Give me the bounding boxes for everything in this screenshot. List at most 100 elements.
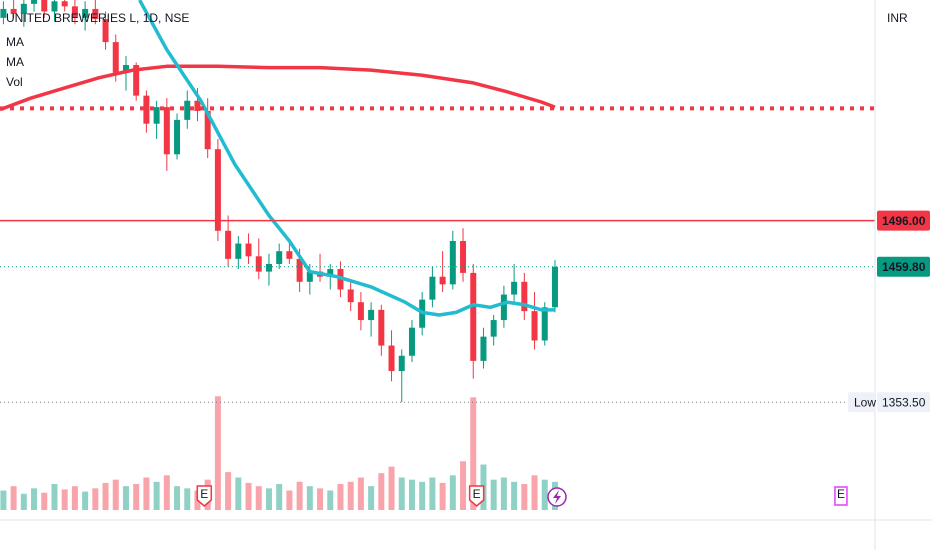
volume-bar	[235, 477, 242, 510]
candle-body	[10, 8, 17, 15]
volume-bar	[500, 477, 507, 510]
volume-bar	[276, 484, 283, 510]
volume-bar	[31, 488, 38, 510]
price-tag	[877, 256, 930, 277]
volume-bar	[408, 479, 415, 510]
price-tag-name: Low	[854, 395, 876, 409]
event-label: E	[473, 487, 481, 501]
volume-bar	[143, 477, 150, 510]
candle-body	[368, 309, 375, 321]
candle-body	[347, 289, 354, 303]
volume-bar	[174, 486, 181, 510]
volume-bar	[133, 484, 140, 510]
volume-bar	[0, 490, 7, 510]
candle-body	[357, 302, 364, 321]
volume-bar	[449, 475, 456, 510]
moving-average	[0, 64, 556, 112]
price-tag-label: 1459.80	[882, 260, 926, 274]
candle-body	[388, 345, 395, 372]
candle-body	[153, 107, 160, 124]
candle-body	[449, 241, 456, 285]
legend-entry: MA	[6, 35, 24, 49]
legend-entry: Vol	[6, 75, 23, 89]
candle-body	[460, 241, 467, 273]
event-marker	[468, 485, 485, 507]
candle-body	[102, 19, 109, 43]
volume-bar	[429, 477, 436, 510]
volume-bar	[398, 477, 405, 510]
candle-body	[541, 307, 548, 341]
event-label: E	[837, 487, 845, 501]
candle-body	[480, 336, 487, 361]
volume-bar	[225, 472, 232, 510]
volume-bar	[470, 397, 477, 510]
volume-bar	[71, 486, 78, 510]
candle-body	[398, 355, 405, 372]
price-tag	[877, 210, 930, 231]
price-tag	[848, 392, 875, 413]
candle-body	[225, 230, 232, 259]
candle-body	[408, 327, 415, 356]
candle-body	[490, 320, 497, 337]
chart-title: UNITED BREWERIES L, 1D, NSE	[6, 11, 189, 25]
volume-bar	[92, 488, 99, 510]
candle-body	[184, 100, 191, 120]
candle-body	[255, 256, 262, 272]
candle-body	[51, 1, 58, 12]
volume-bar	[419, 481, 426, 510]
candle-body	[20, 3, 27, 15]
volume-bar	[306, 486, 313, 510]
volume-bar	[102, 482, 109, 510]
candle-body	[531, 311, 538, 341]
volume-bar	[153, 481, 160, 510]
candle-body	[551, 266, 558, 308]
candle-body	[470, 272, 477, 361]
candle-body	[163, 107, 170, 155]
volume-bar	[368, 486, 375, 510]
price-tag-label: 1496.00	[882, 214, 926, 228]
volume-bar	[122, 486, 129, 510]
candle-body	[92, 8, 99, 20]
volume-bar	[378, 473, 385, 510]
volume-bar	[541, 479, 548, 510]
currency: INR	[887, 11, 908, 25]
volume-bar	[327, 490, 334, 510]
candle-body	[286, 251, 293, 259]
volume-bar	[82, 491, 89, 510]
candle-body	[0, 8, 7, 18]
candle-body	[378, 309, 385, 346]
volume-bar	[490, 479, 497, 510]
split-icon-bolt	[553, 490, 561, 504]
candle-body	[265, 263, 272, 272]
volume-bar	[337, 484, 344, 510]
volume-bar	[265, 488, 272, 510]
volume-bar	[112, 479, 119, 510]
moving-average	[138, 0, 555, 317]
price-tag	[877, 392, 930, 413]
candle-body	[439, 276, 446, 285]
candle-body	[82, 8, 89, 18]
candle-body	[112, 42, 119, 73]
event-marker	[196, 485, 213, 507]
candle-body	[214, 149, 221, 231]
candle-body	[174, 119, 181, 155]
volume-bar	[184, 488, 191, 510]
volume-bar	[317, 488, 324, 510]
volume-bar	[245, 482, 252, 510]
candle-body	[306, 271, 313, 282]
volume-bar	[286, 490, 293, 510]
candle-body	[296, 258, 303, 282]
volume-bar	[460, 461, 467, 510]
candle-body	[41, 0, 48, 12]
volume-bar	[531, 475, 538, 510]
volume-bar	[347, 481, 354, 510]
volume-bar	[41, 492, 48, 510]
candle-body	[61, 1, 68, 7]
candle-body	[511, 281, 518, 295]
volume-bar	[296, 481, 303, 510]
candle-body	[71, 6, 78, 18]
volume-bar	[388, 466, 395, 510]
legend-entry: MA	[6, 55, 24, 69]
